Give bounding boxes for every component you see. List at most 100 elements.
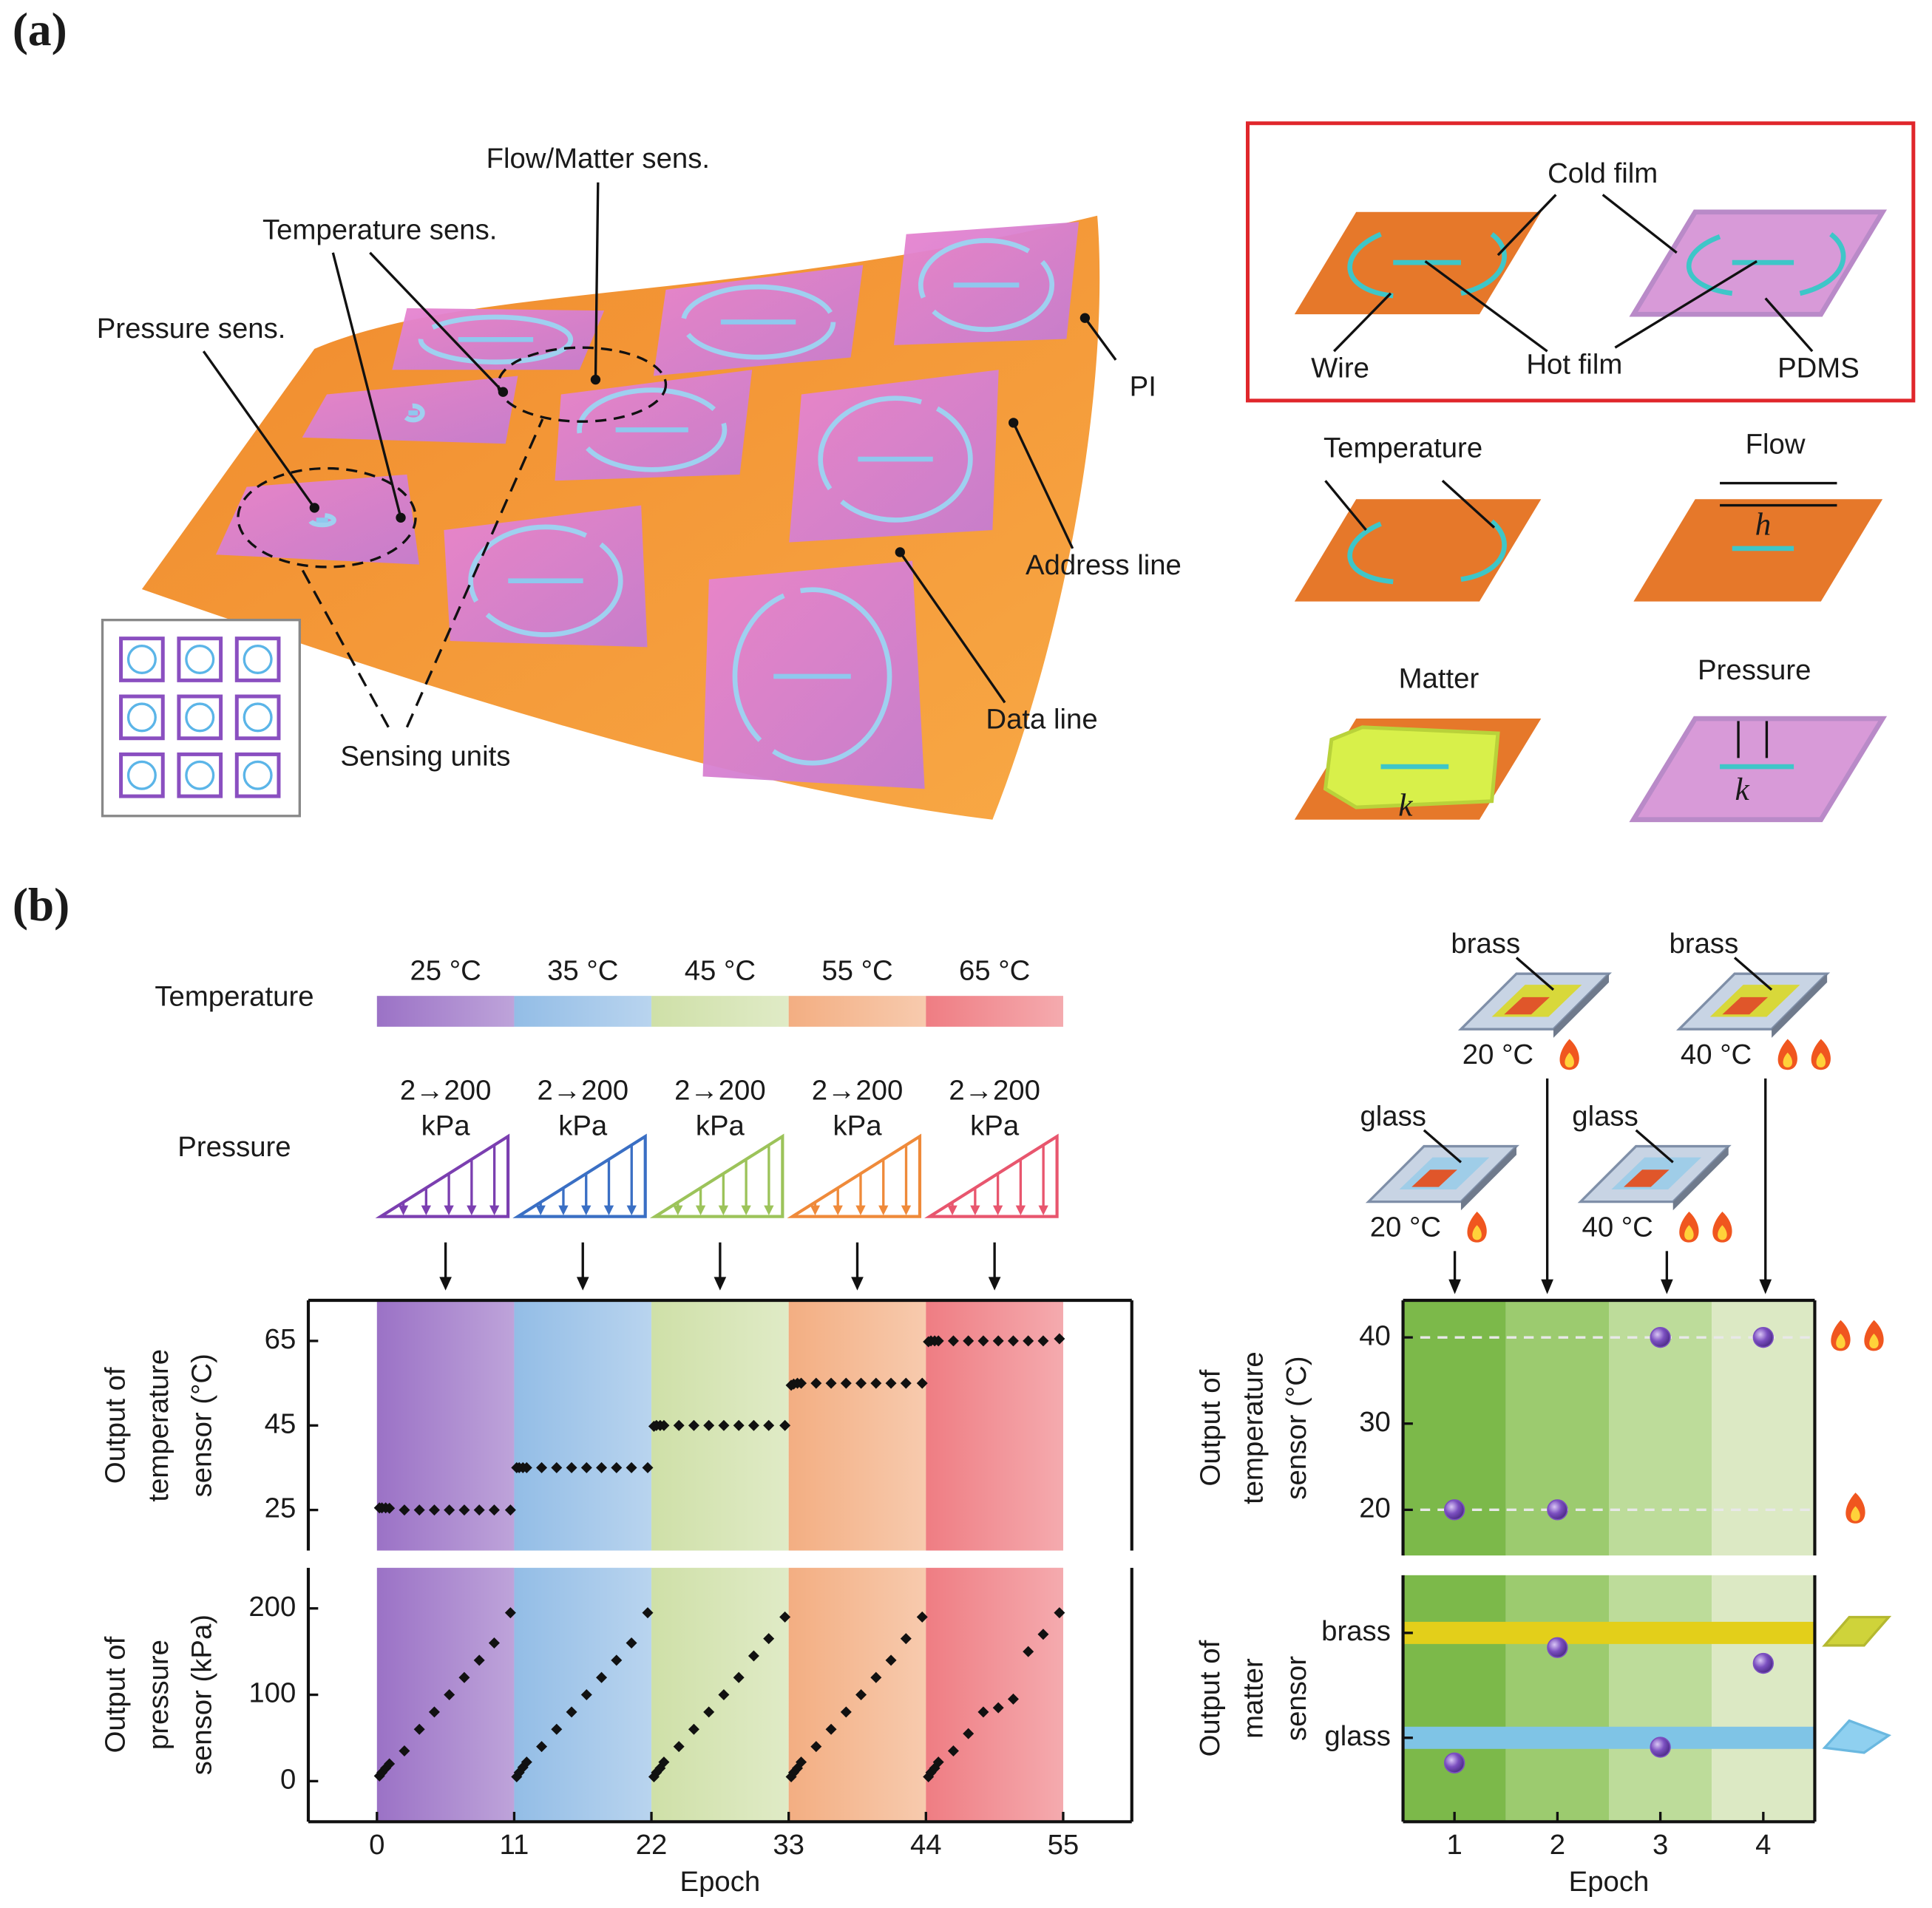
detail-frame	[1245, 121, 1916, 403]
point	[1547, 1637, 1568, 1658]
point	[763, 1633, 775, 1645]
flame-core	[1684, 1225, 1694, 1240]
point	[596, 1461, 608, 1473]
symbol: k	[1735, 772, 1749, 807]
sample-material: brass	[1670, 928, 1739, 960]
y-axis-label: sensor	[1281, 1656, 1312, 1741]
leader-line	[1333, 194, 1814, 353]
point	[673, 1419, 685, 1431]
point	[1054, 1333, 1065, 1345]
pressure-arrowhead	[878, 1205, 889, 1215]
point	[596, 1671, 608, 1683]
point	[1023, 1335, 1034, 1347]
point	[885, 1654, 897, 1666]
point	[473, 1504, 485, 1516]
unit-outline	[497, 346, 668, 423]
inset-label: Hot film	[1526, 348, 1622, 380]
band-sheen	[514, 1300, 652, 1551]
point	[488, 1504, 500, 1516]
point	[1650, 1736, 1671, 1758]
point	[932, 1335, 944, 1347]
pressure-arrowhead	[398, 1205, 409, 1215]
point	[718, 1419, 730, 1431]
pressure-range: 2→200	[400, 1074, 492, 1106]
point	[1023, 1646, 1034, 1657]
pressure-range: 2→200	[537, 1074, 628, 1106]
unit-outline	[237, 466, 417, 568]
y-axis-label: sensor (kPa)	[186, 1615, 217, 1775]
column-band	[1712, 1575, 1815, 1822]
point	[810, 1741, 822, 1753]
x-tick-label: 55	[1048, 1829, 1079, 1861]
point	[566, 1461, 577, 1473]
x-tick-label: 0	[369, 1829, 384, 1861]
point	[521, 1756, 532, 1768]
pressure-arrowhead	[901, 1205, 912, 1215]
callout: Flow/Matter sens.	[487, 143, 710, 174]
pressure-unit: kPa	[558, 1110, 608, 1142]
point	[733, 1671, 745, 1683]
pressure-arrowhead	[741, 1205, 751, 1215]
mode-label: Temperature	[1323, 432, 1482, 464]
point	[992, 1335, 1004, 1347]
y-tick-label: 45	[265, 1408, 296, 1439]
point	[947, 1745, 959, 1756]
point	[1444, 1499, 1465, 1521]
y-tick-label: 30	[1359, 1406, 1391, 1438]
point	[1037, 1629, 1049, 1640]
sample-pointer	[1733, 957, 1773, 991]
mini-film	[126, 760, 157, 790]
pressure-arrowhead	[444, 1205, 454, 1215]
row-title: Pressure	[177, 1131, 291, 1163]
bar-sheen	[514, 996, 652, 1027]
point	[855, 1377, 867, 1389]
point	[384, 1758, 396, 1770]
pressure-arrowhead	[581, 1205, 592, 1215]
mode-label: Flow	[1746, 429, 1806, 461]
wire	[1347, 519, 1794, 770]
point	[688, 1723, 699, 1735]
point	[504, 1504, 516, 1516]
point	[611, 1654, 623, 1666]
point	[673, 1741, 685, 1753]
point	[1444, 1752, 1465, 1773]
pressure-arrowhead	[603, 1205, 614, 1215]
inset-label: PDMS	[1777, 352, 1860, 384]
cold-film	[401, 403, 425, 423]
callout: Address line	[1026, 549, 1182, 581]
mini-film	[126, 702, 157, 733]
point	[825, 1377, 837, 1389]
point	[688, 1419, 699, 1431]
point	[384, 1502, 396, 1514]
pressure-unit: kPa	[696, 1110, 745, 1142]
arrowhead	[439, 1277, 452, 1291]
arrowhead	[1541, 1279, 1553, 1294]
pressure-arrowhead	[558, 1205, 569, 1215]
x-tick-label: 22	[636, 1829, 668, 1861]
flame-core	[1816, 1052, 1826, 1067]
callout: Temperature sens.	[262, 214, 497, 246]
point	[1007, 1693, 1019, 1705]
point	[658, 1419, 670, 1431]
point	[840, 1377, 852, 1389]
point	[748, 1650, 759, 1662]
cold-film	[308, 512, 336, 528]
point	[488, 1637, 500, 1649]
point	[885, 1377, 897, 1389]
point	[1752, 1326, 1775, 1348]
point	[748, 1419, 759, 1431]
sample-pointer	[1635, 1129, 1674, 1164]
flame-core	[1718, 1225, 1727, 1240]
pressure-arrowhead	[489, 1205, 500, 1215]
flame-core	[1836, 1334, 1845, 1349]
point	[413, 1723, 425, 1735]
point	[1547, 1499, 1568, 1521]
point	[718, 1689, 730, 1701]
bar-sheen	[788, 996, 926, 1027]
y-tick-label: 65	[265, 1323, 296, 1355]
point	[1752, 1652, 1775, 1674]
leader-dots	[309, 313, 1091, 557]
callout: Sensing units	[340, 741, 510, 773]
point	[536, 1461, 548, 1473]
